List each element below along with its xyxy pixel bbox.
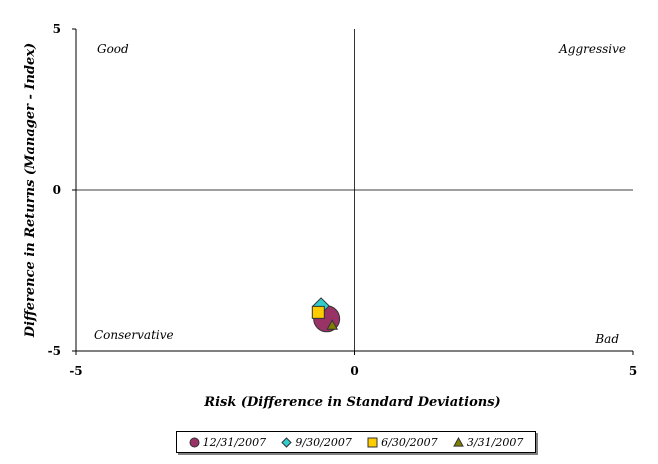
- legend-marker: [281, 436, 293, 448]
- legend-item: 12/31/2007: [189, 436, 266, 449]
- quadrant-label-conservative: Conservative: [94, 328, 174, 342]
- legend: 12/31/2007 9/30/2007 6/30/2007 3/31/2007: [176, 431, 536, 453]
- legend-label: 3/31/2007: [466, 435, 524, 449]
- legend-marker: [453, 436, 464, 447]
- data-point-3-31-2007: [326, 319, 339, 330]
- quadrant-label-good: Good: [97, 42, 129, 56]
- legend-item: 9/30/2007: [281, 435, 352, 449]
- quadrant-label-bad: Bad: [594, 332, 619, 346]
- points-layer: [311, 297, 341, 333]
- square-marker-icon: [367, 437, 378, 447]
- y-axis-title: Difference in Returns (Manager - Index): [23, 43, 38, 338]
- y-tick-label: -5: [48, 344, 61, 358]
- x-tick-label: 5: [629, 364, 637, 378]
- circle-marker-icon: [189, 437, 200, 447]
- legend-label: 9/30/2007: [295, 435, 352, 449]
- x-tick-label: -5: [69, 364, 82, 378]
- legend-marker: [367, 437, 378, 447]
- x-axis-title: Risk (Difference in Standard Deviations): [203, 395, 500, 410]
- diamond-marker-icon: [281, 436, 293, 448]
- data-point-6-30-2007: [311, 305, 325, 319]
- legend-label: 6/30/2007: [381, 435, 438, 449]
- y-tick-label: 5: [53, 22, 61, 36]
- x-tick-label: 0: [350, 364, 358, 378]
- legend-marker: [189, 437, 200, 447]
- axes-layer: -5 0 5 5 0 -5 Risk (Difference in Standard Dev…: [23, 22, 637, 410]
- legend-item: 6/30/2007: [367, 435, 438, 449]
- legend-label: 12/31/2007: [202, 435, 267, 449]
- triangle-marker-icon: [453, 436, 464, 447]
- y-tick-label: 0: [53, 183, 61, 197]
- legend-item: 3/31/2007: [453, 436, 523, 449]
- quadrant-label-aggressive: Aggressive: [558, 42, 626, 56]
